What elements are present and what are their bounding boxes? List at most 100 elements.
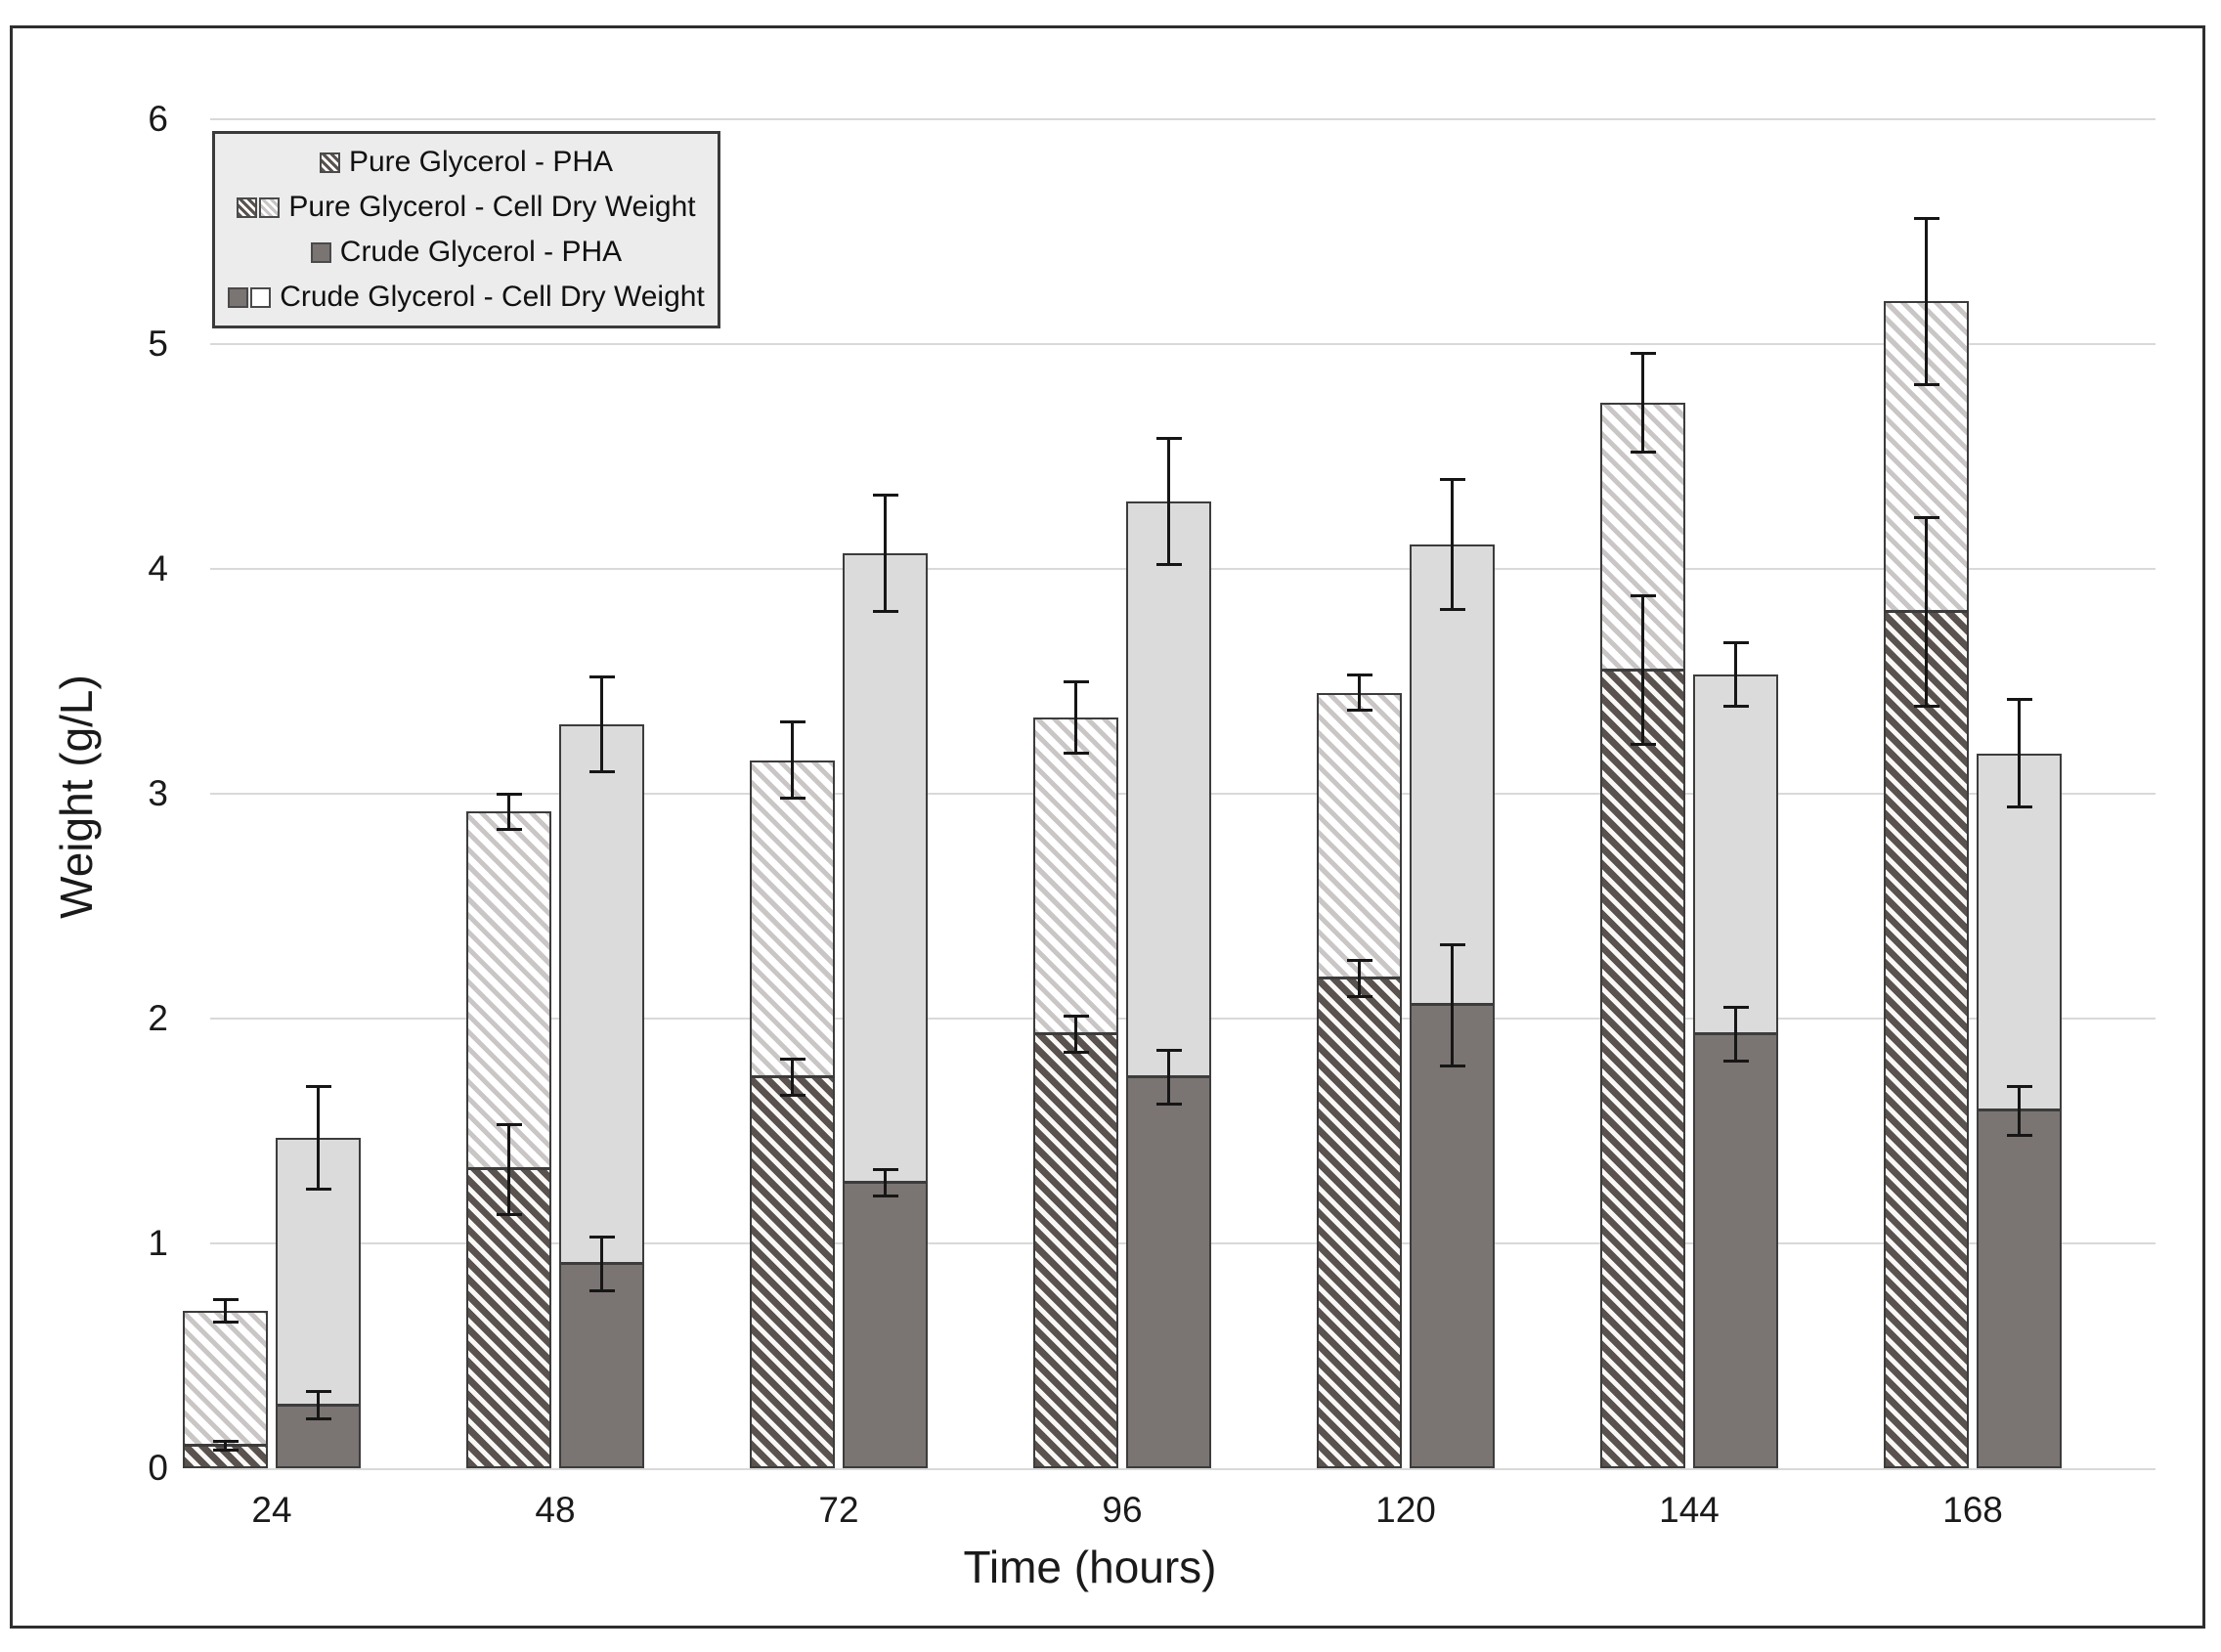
error-bar-cap <box>872 610 898 614</box>
error-bar-cap <box>1630 450 1656 454</box>
error-bar-cap <box>1439 477 1465 481</box>
gridline-6 <box>210 118 2156 120</box>
bar-96-crude <box>1126 501 1211 1468</box>
error-bar-cap <box>305 1390 331 1394</box>
bar-96-pure <box>1033 717 1118 1468</box>
error-bar-cap <box>212 1439 239 1443</box>
bar-120-crude-pha-segment <box>1412 1003 1493 1466</box>
error-bar-cap <box>779 719 806 723</box>
error-bar-cap <box>2006 1084 2032 1088</box>
error-bar-cap <box>1063 752 1089 756</box>
error-bar-cap <box>2006 697 2032 701</box>
error-bar-cap <box>779 1057 806 1061</box>
legend-entry-pure-pha: Pure Glycerol - PHA <box>215 146 718 179</box>
legend-label: Crude Glycerol - Cell Dry Weight <box>280 281 705 313</box>
error-bar-cap <box>1439 607 1465 611</box>
error-bar <box>1641 353 1644 453</box>
error-bar-cap <box>1155 437 1182 441</box>
error-bar-cap <box>588 674 615 678</box>
error-bar-cap <box>588 1288 615 1292</box>
error-bar-cap <box>1063 1015 1089 1019</box>
x-tick-48: 48 <box>535 1490 576 1530</box>
error-bar <box>317 1086 320 1190</box>
y-tick-5: 5 <box>148 324 168 364</box>
error-bar <box>2018 1086 2021 1136</box>
bar-168-crude-pha-segment <box>1979 1109 2060 1466</box>
error-bar-cap <box>305 1084 331 1088</box>
x-tick-120: 120 <box>1375 1490 1436 1530</box>
error-bar-cap <box>1155 1102 1182 1106</box>
error-bar <box>1734 642 1737 707</box>
error-bar-cap <box>588 769 615 773</box>
bar-168-crude <box>1977 753 2062 1468</box>
legend: Pure Glycerol - PHA Pure Glycerol - Cell… <box>212 131 720 328</box>
error-bar-cap <box>1722 1060 1749 1064</box>
plot-area <box>183 118 2156 1470</box>
error-bar-cap <box>1439 942 1465 946</box>
bar-72-pure <box>750 760 835 1468</box>
crude-pha-swatch-icon <box>310 241 331 263</box>
error-bar-cap <box>212 1321 239 1324</box>
error-bar-cap <box>1913 216 1939 220</box>
error-bar-cap <box>305 1416 331 1420</box>
error-bar <box>884 1169 887 1196</box>
error-bar-cap <box>305 1188 331 1192</box>
gridline-5 <box>210 343 2156 345</box>
error-bar-cap <box>779 1093 806 1097</box>
error-bar-cap <box>1913 382 1939 386</box>
error-bar <box>1451 479 1454 610</box>
error-bar-cap <box>588 1235 615 1239</box>
bar-144-crude-pha-segment <box>1695 1032 1776 1466</box>
error-bar-cap <box>212 1298 239 1301</box>
bar-48-pure-pha-segment <box>468 1167 549 1466</box>
bar-48-crude <box>559 723 644 1468</box>
error-bar-cap <box>496 792 522 796</box>
error-bar-cap <box>496 1122 522 1126</box>
bar-168-pure-pha-segment <box>1886 609 1967 1466</box>
error-bar <box>791 1059 794 1096</box>
error-bar-cap <box>872 493 898 497</box>
error-bar <box>1074 1016 1077 1053</box>
y-axis-title: Weight (g/L) <box>51 674 102 919</box>
error-bar <box>1358 674 1361 711</box>
error-bar <box>1167 438 1170 565</box>
bar-72-crude <box>843 552 928 1468</box>
error-bar-cap <box>1063 1051 1089 1054</box>
error-bar-cap <box>1630 351 1656 355</box>
legend-label: Pure Glycerol - PHA <box>348 146 614 178</box>
error-bar <box>2018 699 2021 807</box>
error-bar <box>884 495 887 612</box>
bar-168-pure <box>1884 301 1969 1468</box>
bar-120-pure-pha-segment <box>1319 976 1400 1466</box>
y-tick-0: 0 <box>148 1448 168 1488</box>
error-bar-cap <box>1913 704 1939 708</box>
error-bar-cap <box>1155 562 1182 566</box>
bar-96-pure-pha-segment <box>1035 1032 1116 1466</box>
x-tick-24: 24 <box>251 1490 292 1530</box>
bar-72-crude-pha-segment <box>845 1180 926 1466</box>
error-bar-cap <box>496 828 522 832</box>
legend-entry-pure-cdw: Pure Glycerol - Cell Dry Weight <box>215 191 718 224</box>
legend-entry-crude-pha: Crude Glycerol - PHA <box>215 236 718 269</box>
y-tick-6: 6 <box>148 99 168 139</box>
error-bar-cap <box>2006 805 2032 809</box>
error-bar-cap <box>1346 673 1372 676</box>
error-bar-cap <box>1722 1006 1749 1009</box>
x-tick-144: 144 <box>1659 1490 1720 1530</box>
legend-label: Pure Glycerol - Cell Dry Weight <box>288 191 696 223</box>
error-bar <box>507 1124 510 1215</box>
x-tick-96: 96 <box>1102 1490 1143 1530</box>
error-bar-cap <box>1630 594 1656 598</box>
error-bar-cap <box>1063 679 1089 683</box>
bar-48-crude-pha-segment <box>561 1261 642 1466</box>
error-bar <box>600 676 603 771</box>
error-bar-cap <box>1155 1048 1182 1052</box>
error-bar <box>791 721 794 799</box>
error-bar <box>1925 517 1928 707</box>
error-bar <box>1925 218 1928 385</box>
bar-144-crude <box>1693 674 1778 1468</box>
y-tick-4: 4 <box>148 548 168 588</box>
error-bar-cap <box>1913 515 1939 519</box>
pure-cdw-swatch-icon <box>237 196 281 218</box>
error-bar <box>1451 944 1454 1066</box>
